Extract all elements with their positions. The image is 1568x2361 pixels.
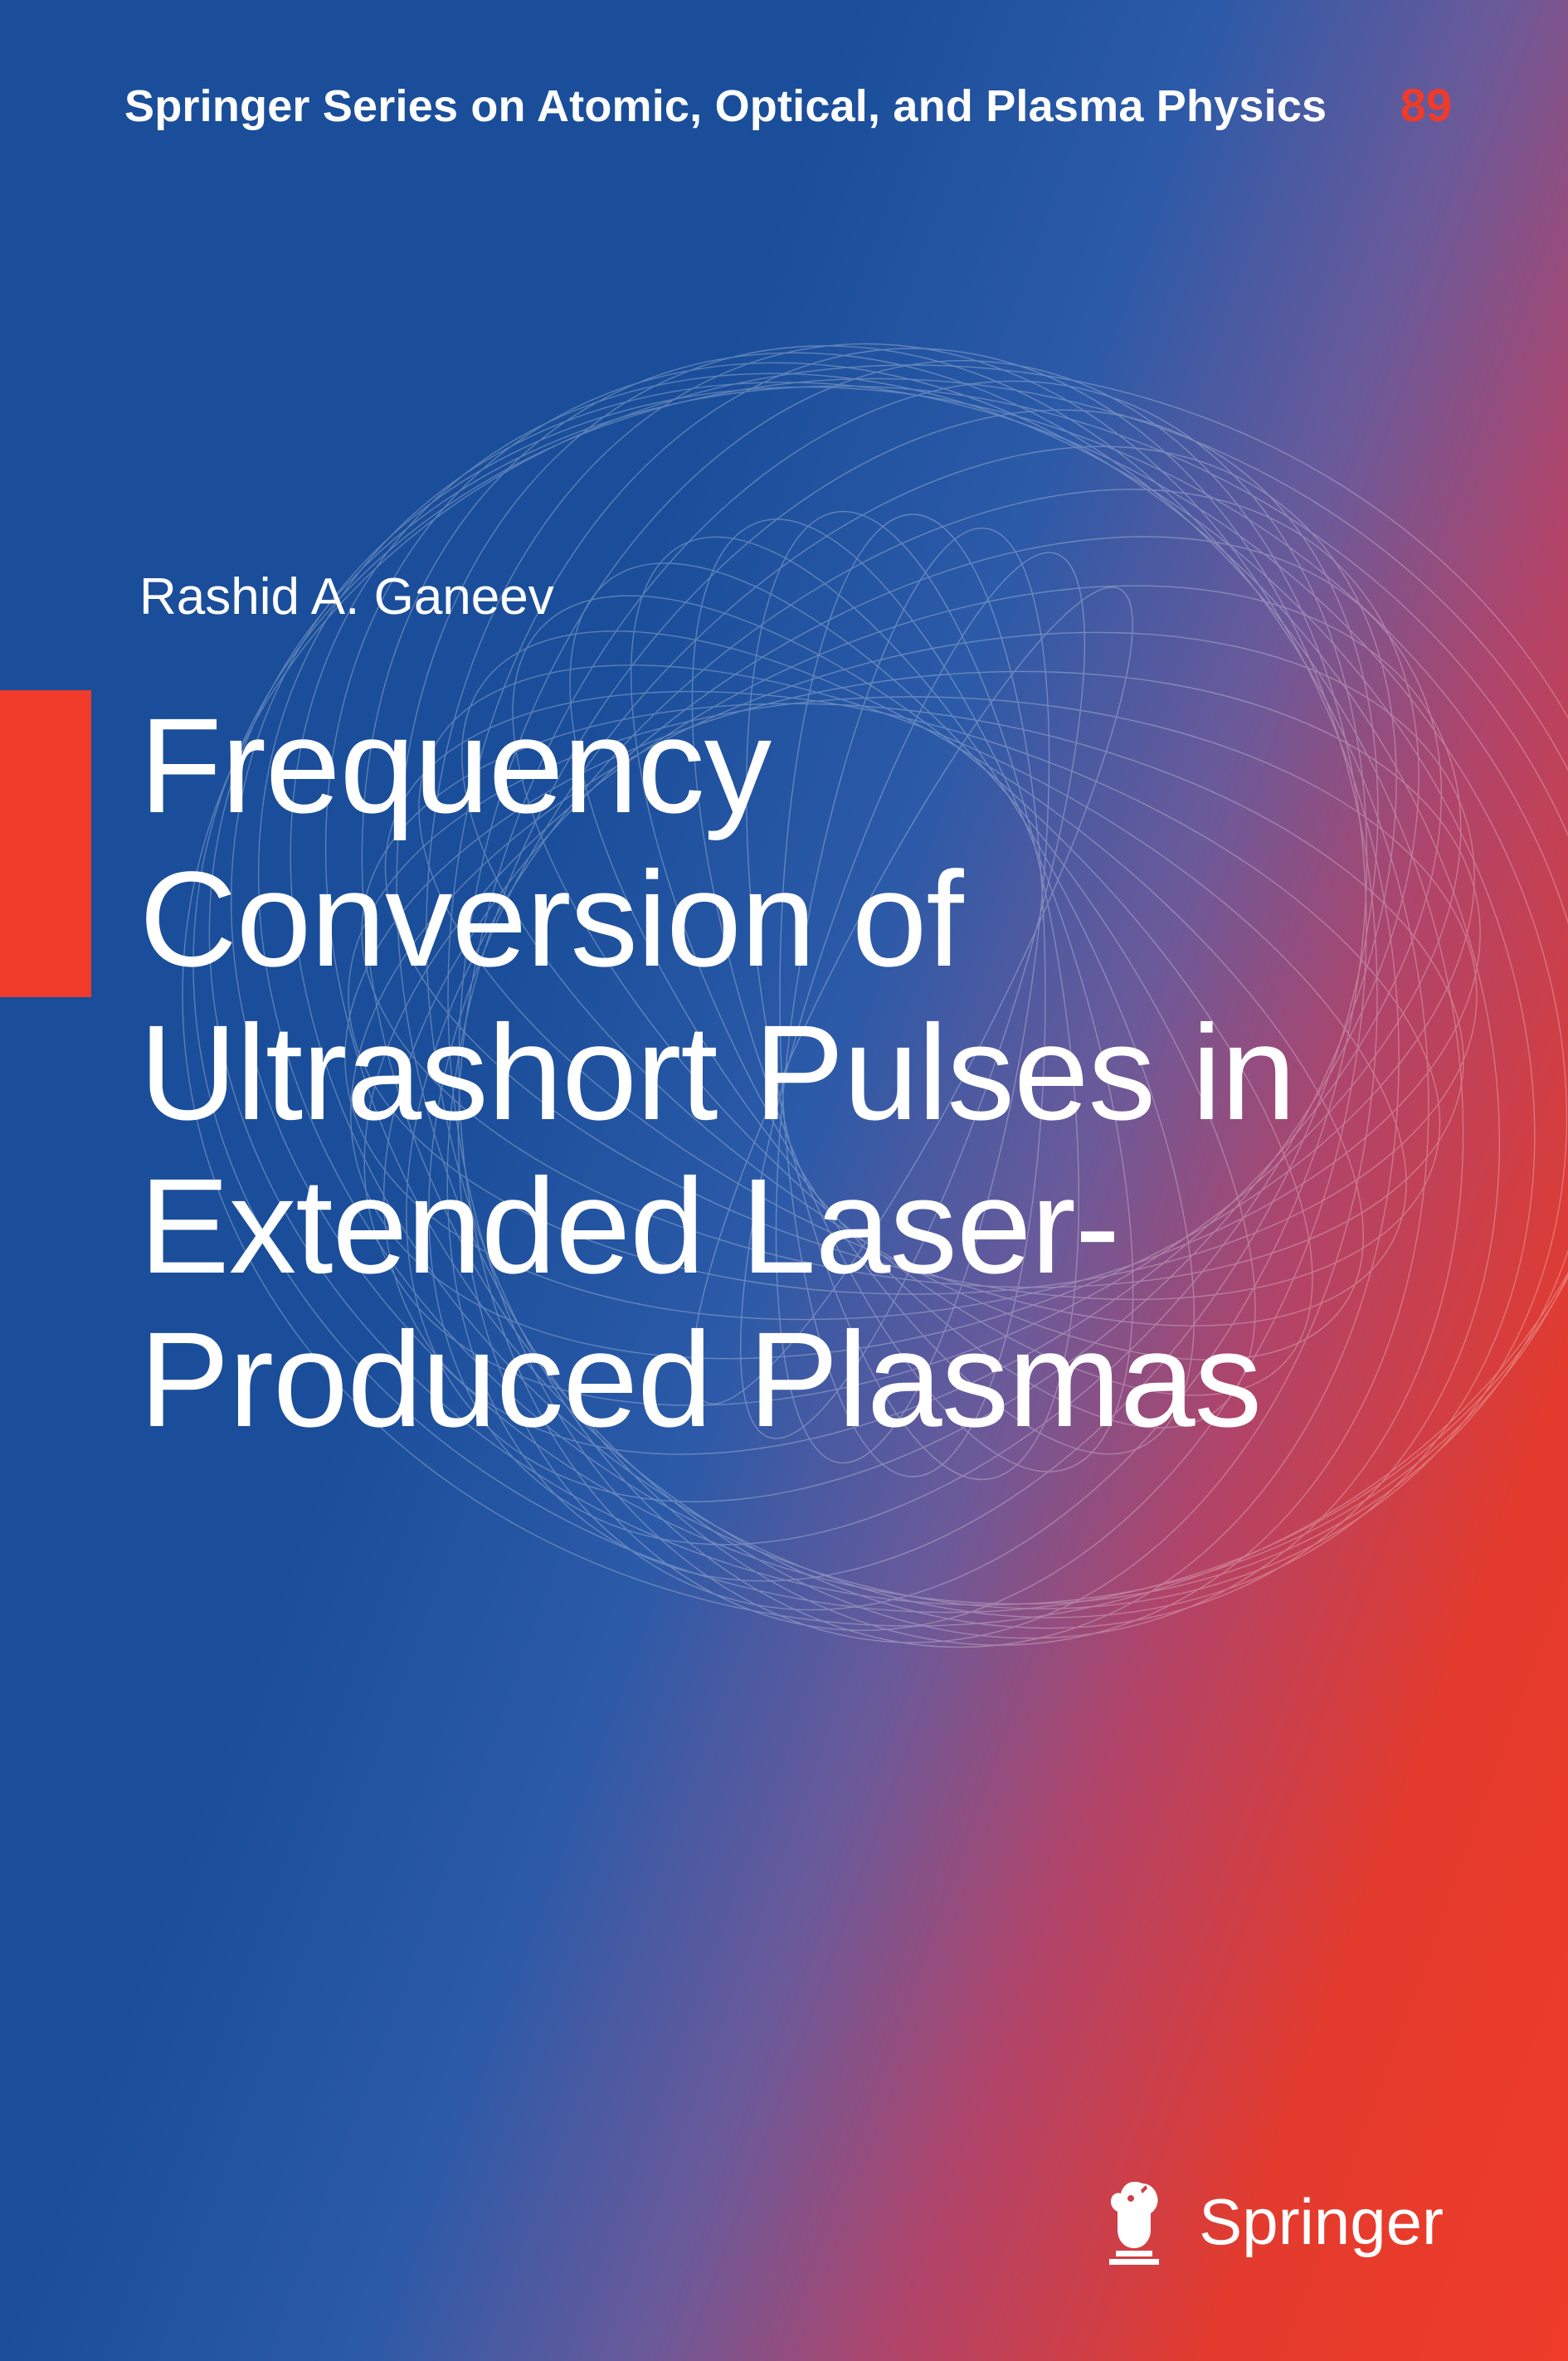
author-name: Rashid A. Ganeev	[139, 567, 554, 626]
publisher-block: Springer	[1093, 2172, 1444, 2271]
red-accent-tab	[0, 690, 91, 997]
book-cover: Springer Series on Atomic, Optical, and …	[0, 0, 1568, 2361]
series-name: Springer Series on Atomic, Optical, and …	[124, 80, 1327, 132]
book-title: Frequency Conversion of Ultrashort Pulse…	[139, 689, 1468, 1456]
series-header: Springer Series on Atomic, Optical, and …	[124, 78, 1452, 132]
publisher-name: Springer	[1199, 2184, 1444, 2260]
springer-horse-icon	[1093, 2172, 1176, 2271]
volume-number: 89	[1400, 78, 1452, 132]
